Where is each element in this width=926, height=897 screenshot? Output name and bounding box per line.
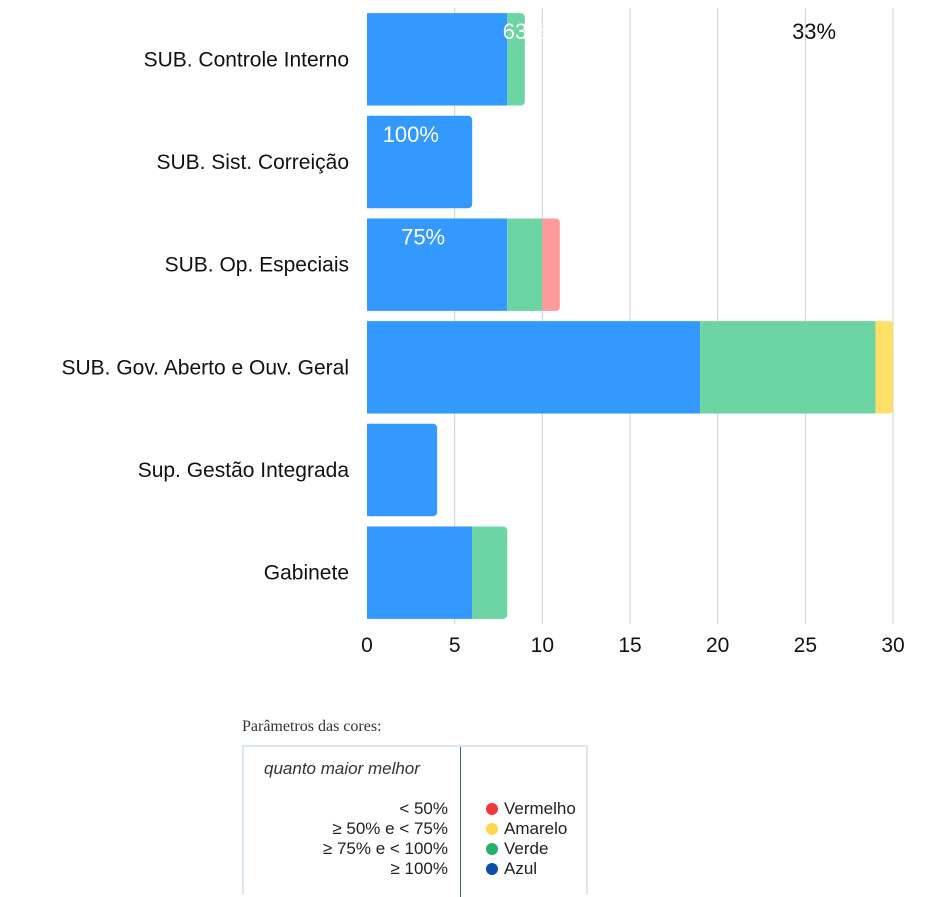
category-label: Sup. Gestão Integrada bbox=[138, 459, 350, 482]
bar-segment bbox=[472, 526, 508, 619]
bar-segment-edge bbox=[367, 115, 373, 209]
percent-annotations: 63% 33% 100% 75% bbox=[383, 19, 836, 249]
category-label: SUB. Controle Interno bbox=[144, 48, 349, 71]
bar-segment bbox=[367, 526, 473, 619]
blue-dot-icon bbox=[486, 863, 498, 875]
percent-label: 75% bbox=[401, 224, 445, 249]
legend-name-green: Verde bbox=[504, 839, 549, 858]
yellow-dot-icon bbox=[486, 823, 498, 835]
x-tick-label: 10 bbox=[531, 634, 554, 657]
x-tick-label: 0 bbox=[361, 634, 373, 657]
legend-item-yellow: Amarelo bbox=[486, 819, 567, 839]
bar-segment-edge bbox=[472, 526, 479, 619]
bars bbox=[367, 13, 893, 619]
bar-segment-edge bbox=[875, 321, 882, 414]
bar-segment bbox=[367, 321, 701, 414]
category-label: SUB. Gov. Aberto e Ouv. Geral bbox=[61, 356, 349, 379]
legend-divider bbox=[460, 747, 461, 897]
percent-label: 100% bbox=[383, 122, 439, 147]
x-tick-label: 25 bbox=[794, 634, 817, 657]
category-labels: SUB. Controle Interno SUB. Sist. Correiçã… bbox=[61, 48, 349, 584]
bar-segment bbox=[367, 115, 473, 209]
bar-segment bbox=[367, 423, 438, 517]
red-dot-icon bbox=[486, 803, 498, 815]
green-dot-icon bbox=[486, 843, 498, 855]
x-tick-label: 5 bbox=[449, 634, 461, 657]
bar-segment bbox=[700, 321, 876, 414]
legend-name-blue: Azul bbox=[504, 859, 538, 878]
bar-segment bbox=[367, 218, 508, 311]
x-tick-label: 30 bbox=[881, 634, 904, 657]
legend-name-yellow: Amarelo bbox=[504, 819, 568, 838]
percent-label: 33% bbox=[792, 19, 836, 44]
legend-item-green: Verde bbox=[486, 839, 548, 859]
legend-name-red: Vermelho bbox=[504, 799, 576, 818]
legend-range-blue: ≥ 100% bbox=[390, 859, 448, 878]
category-label: SUB. Op. Especiais bbox=[165, 254, 349, 277]
bar-segment bbox=[367, 13, 508, 106]
legend-note: quanto maior melhor bbox=[264, 759, 420, 778]
stacked-bar-chart: SUB. Controle Interno SUB. Sist. Correiçã… bbox=[61, 8, 905, 657]
x-tick-label: 15 bbox=[618, 634, 641, 657]
legend-item-red: Vermelho bbox=[486, 799, 576, 819]
legend-item-blue: Azul bbox=[486, 859, 537, 879]
bar-segment-edge bbox=[542, 218, 549, 311]
bar-segment-edge bbox=[367, 423, 373, 517]
x-axis-ticks: 0 5 10 15 20 25 30 bbox=[361, 634, 905, 657]
legend-range-red: < 50% bbox=[399, 799, 448, 818]
color-legend: quanto maior melhor < 50% ≥ 50% e < 75% … bbox=[242, 745, 588, 897]
legend-range-green: ≥ 75% e < 100% bbox=[322, 839, 448, 858]
category-label: SUB. Sist. Correição bbox=[156, 151, 349, 174]
legend-title: Parâmetros das cores: bbox=[242, 718, 382, 735]
category-label: Gabinete bbox=[264, 562, 349, 585]
bar-segment bbox=[507, 218, 543, 311]
legend-range-yellow: ≥ 50% e < 75% bbox=[332, 819, 448, 838]
x-tick-label: 20 bbox=[706, 634, 729, 657]
grid-lines bbox=[454, 8, 894, 624]
bar-segment-edge bbox=[507, 13, 514, 106]
percent-label: 63% bbox=[503, 19, 547, 44]
